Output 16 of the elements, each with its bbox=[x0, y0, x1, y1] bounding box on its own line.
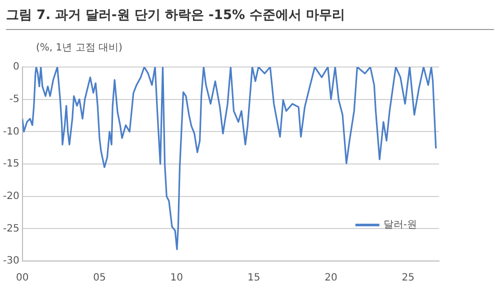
x-tick-label: 25 bbox=[402, 272, 415, 284]
y-tick-label: -25 bbox=[2, 223, 20, 234]
y-tick-label: -5 bbox=[9, 94, 20, 105]
legend-label: 달러-원 bbox=[383, 220, 417, 231]
x-tick-label: 05 bbox=[93, 272, 106, 284]
y-tick-label: -20 bbox=[2, 190, 20, 202]
chart-title: 그림 7. 과거 달러-원 단기 하락은 -15% 수준에서 마무리 bbox=[6, 6, 494, 30]
y-tick-label: 0 bbox=[12, 62, 20, 73]
x-tick-label: 20 bbox=[324, 272, 338, 284]
y-axis-title: (%, 1년 고점 대비) bbox=[36, 42, 122, 54]
y-tick-label: -15 bbox=[2, 158, 20, 170]
y-tick-label: -30 bbox=[2, 256, 20, 267]
x-tick-label: 15 bbox=[247, 272, 260, 284]
x-tick-label: 10 bbox=[170, 272, 184, 284]
x-tick-label: 00 bbox=[16, 272, 29, 284]
y-tick-label: -10 bbox=[2, 126, 20, 138]
